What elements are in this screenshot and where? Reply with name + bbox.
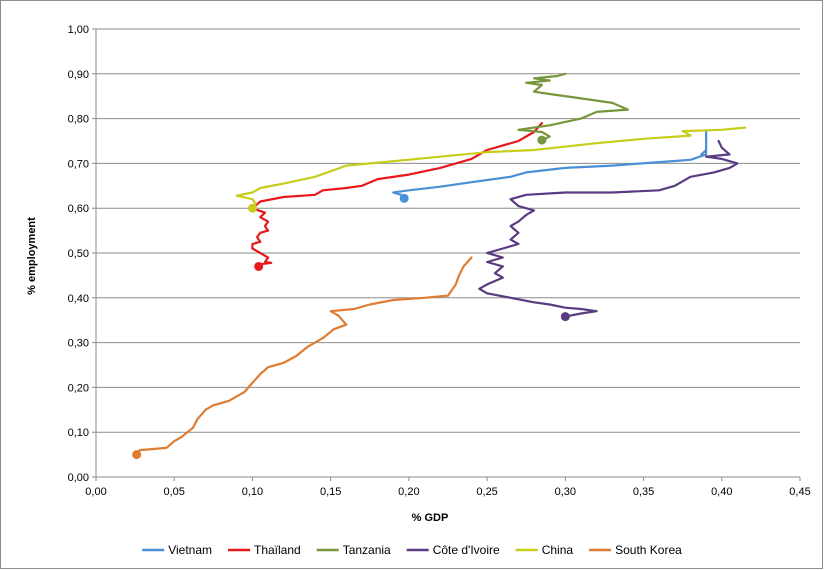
legend-item-0: Vietnam bbox=[142, 543, 212, 557]
series-line-2 bbox=[517, 72, 629, 142]
x-tick-label: 0,00 bbox=[85, 486, 106, 498]
x-tick-label: 0,25 bbox=[476, 486, 497, 498]
series-start-marker-5 bbox=[132, 450, 142, 460]
series-line-4 bbox=[235, 126, 747, 210]
tick-labels: 0,00 0,10 0,20 0,30 0,40 0,50 0,60 0,70 0,80 0,90… bbox=[68, 24, 811, 498]
series-start-marker-3 bbox=[560, 312, 570, 322]
y-tick-label: 0,90 bbox=[68, 69, 89, 81]
legend-label: South Korea bbox=[615, 543, 682, 557]
legend-item-5: South Korea bbox=[589, 543, 682, 557]
y-tick-label: 0,30 bbox=[68, 338, 89, 350]
legend: Vietnam Thaïland Tanzania Côte d'Ivoire Chin… bbox=[142, 543, 682, 557]
y-tick-label: 0,60 bbox=[68, 203, 89, 215]
y-tick-label: 0,00 bbox=[68, 472, 89, 484]
series-line-3 bbox=[478, 139, 739, 318]
x-tick-label: 0,40 bbox=[711, 486, 732, 498]
series-line-1 bbox=[251, 122, 543, 268]
series-start-marker-1 bbox=[254, 261, 264, 271]
legend-item-2: Tanzania bbox=[316, 543, 391, 557]
x-tick-label: 0,30 bbox=[555, 486, 576, 498]
y-axis-title: % employment bbox=[26, 217, 38, 295]
y-tick-label: 0,50 bbox=[68, 248, 89, 260]
series-start-marker-2 bbox=[537, 135, 547, 145]
legend-label: China bbox=[542, 543, 574, 557]
legend-item-4: China bbox=[515, 543, 574, 557]
y-tick-label: 1,00 bbox=[68, 24, 89, 36]
x-tick-label: 0,45 bbox=[789, 486, 810, 498]
y-tick-label: 0,20 bbox=[68, 382, 89, 394]
x-axis-title: % GDP bbox=[412, 512, 449, 524]
series-start-marker-4 bbox=[247, 203, 257, 213]
series-lines bbox=[132, 72, 747, 460]
x-tick-label: 0,35 bbox=[633, 486, 654, 498]
series-line-5 bbox=[135, 256, 473, 456]
y-tick-label: 0,10 bbox=[68, 427, 89, 439]
legend-label: Thaïland bbox=[254, 543, 301, 557]
legend-label: Tanzania bbox=[343, 543, 391, 557]
x-tick-label: 0,10 bbox=[242, 486, 263, 498]
grid-lines bbox=[96, 28, 800, 433]
legend-item-1: Thaïland bbox=[228, 543, 301, 557]
x-tick-label: 0,05 bbox=[164, 486, 185, 498]
x-tick-label: 0,20 bbox=[398, 486, 419, 498]
legend-label: Vietnam bbox=[168, 543, 212, 557]
y-tick-label: 0,70 bbox=[68, 158, 89, 170]
y-tick-label: 0,80 bbox=[68, 114, 89, 126]
legend-label: Côte d'Ivoire bbox=[433, 543, 500, 557]
axes bbox=[92, 28, 801, 481]
x-tick-label: 0,15 bbox=[320, 486, 341, 498]
series-start-marker-0 bbox=[399, 193, 409, 203]
legend-item-3: Côte d'Ivoire bbox=[406, 543, 500, 557]
series-line-0 bbox=[392, 130, 708, 200]
y-tick-label: 0,40 bbox=[68, 293, 89, 305]
